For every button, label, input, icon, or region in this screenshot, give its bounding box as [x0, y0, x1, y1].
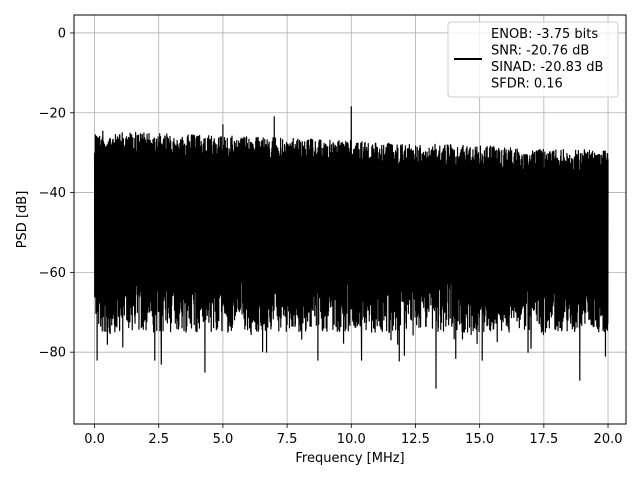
legend-entry-sinad: SINAD: -20.83 dB [491, 60, 603, 75]
legend-entry-sfdr: SFDR: 0.16 [491, 77, 563, 92]
y-tick-label: −80 [39, 346, 66, 361]
x-axis: 0.0 2.5 5.0 7.5 10.0 12.5 15.0 17.5 20.0 [84, 424, 623, 447]
y-axis-label: PSD [dB] [15, 191, 30, 249]
series-line-psd [93, 106, 609, 389]
x-tick-label: 0.0 [84, 432, 105, 447]
x-tick-label: 17.5 [529, 432, 558, 447]
x-tick-label: 15.0 [465, 432, 494, 447]
x-tick-label: 10.0 [337, 432, 366, 447]
x-tick-label: 2.5 [148, 432, 169, 447]
plot-area [93, 106, 609, 389]
legend-entry-snr: SNR: -20.76 dB [491, 44, 589, 59]
y-tick-label: −60 [39, 266, 66, 281]
x-tick-label: 12.5 [401, 432, 430, 447]
x-tick-label: 7.5 [277, 432, 298, 447]
x-axis-label: Frequency [MHz] [295, 451, 404, 466]
y-tick-label: 0 [58, 26, 66, 41]
legend-entry-enob: ENOB: -3.75 bits [491, 27, 598, 42]
x-tick-label: 5.0 [213, 432, 234, 447]
legend: ENOB: -3.75 bits SNR: -20.76 dB SINAD: -… [447, 21, 619, 98]
y-axis: 0 −20 −40 −60 −80 [39, 26, 74, 361]
y-tick-label: −40 [39, 186, 66, 201]
axes-frame [73, 14, 627, 425]
x-tick-label: 20.0 [594, 432, 623, 447]
legend-box [447, 21, 619, 98]
y-tick-label: −20 [39, 106, 66, 121]
